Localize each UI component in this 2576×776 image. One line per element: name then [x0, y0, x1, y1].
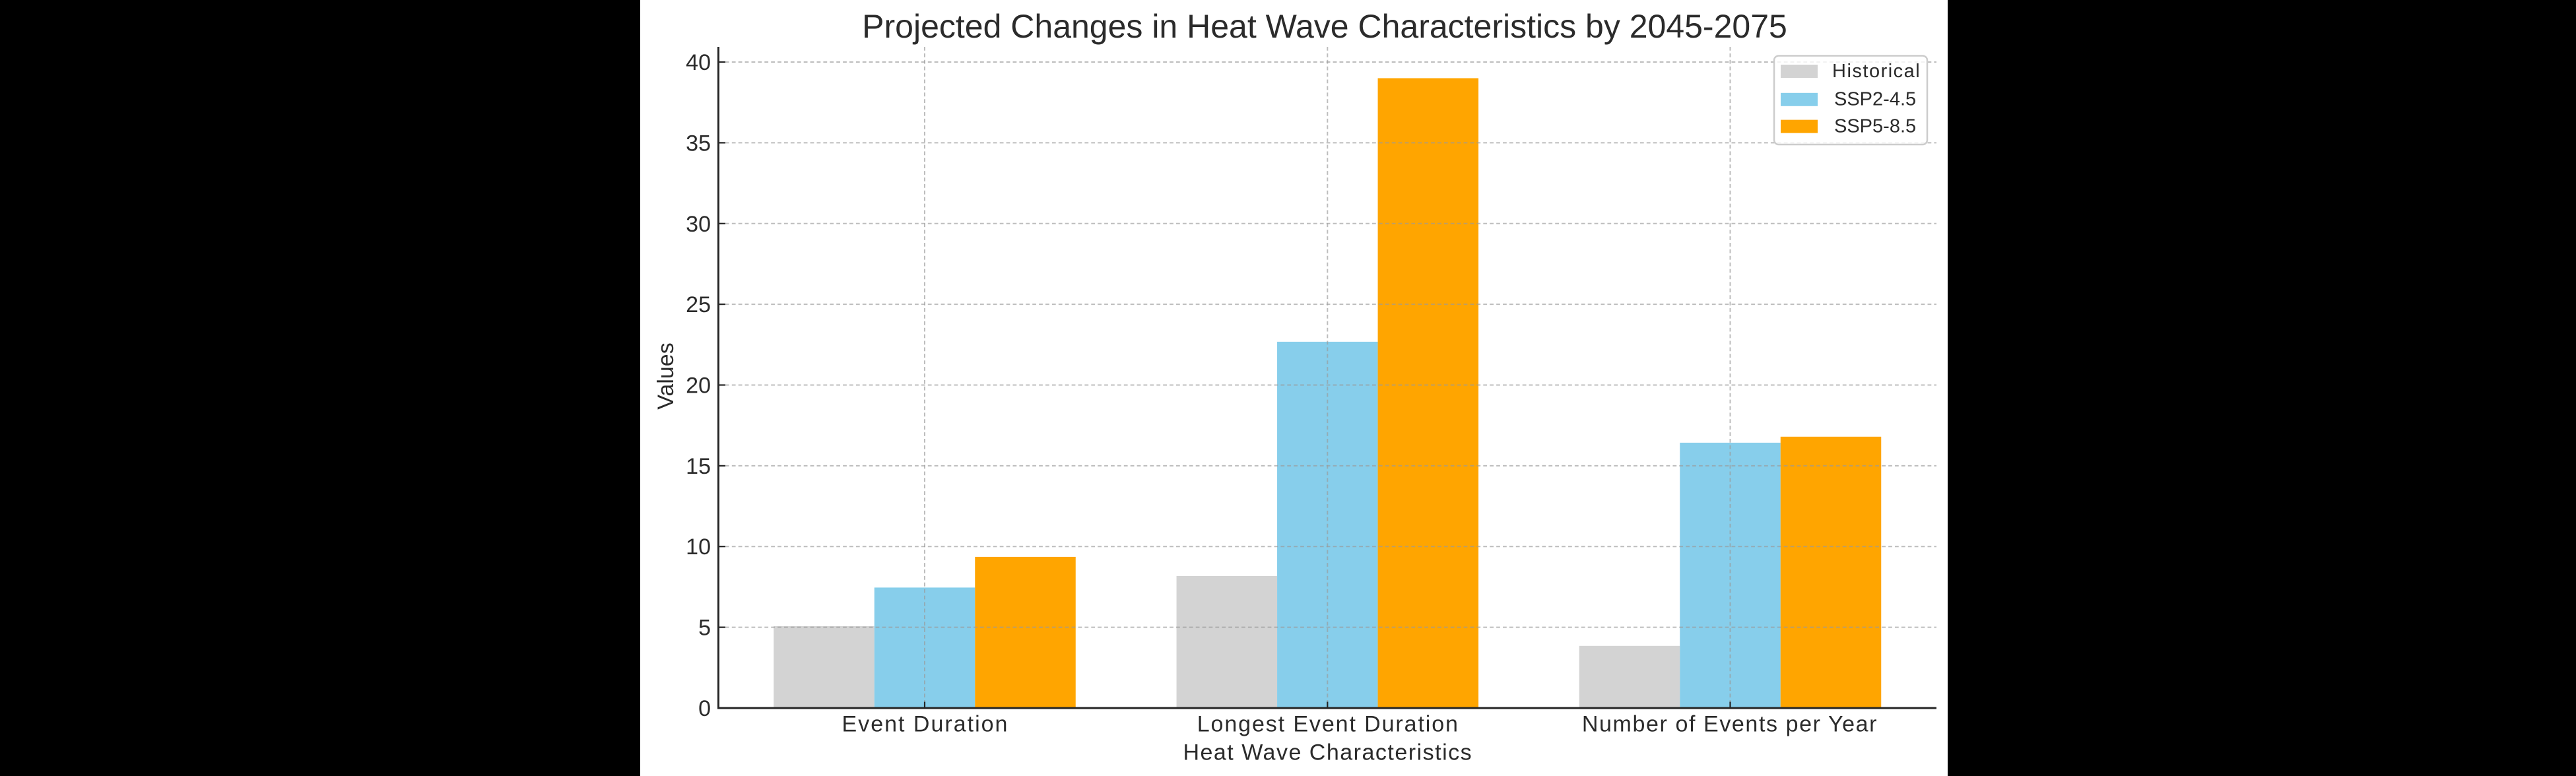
svg-text:Longest Event Duration: Longest Event Duration — [1197, 712, 1459, 737]
svg-text:30: 30 — [686, 212, 711, 237]
svg-text:15: 15 — [686, 454, 711, 479]
svg-text:20: 20 — [686, 373, 711, 399]
svg-text:25: 25 — [686, 292, 711, 317]
svg-text:0: 0 — [698, 696, 711, 721]
svg-text:5: 5 — [698, 616, 711, 641]
svg-text:40: 40 — [686, 50, 711, 75]
svg-text:Number of Events per Year: Number of Events per Year — [1582, 712, 1878, 737]
svg-text:Heat Wave Characteristics: Heat Wave Characteristics — [1183, 740, 1472, 765]
svg-text:35: 35 — [686, 131, 711, 156]
svg-text:Event Duration: Event Duration — [842, 712, 1009, 737]
svg-text:10: 10 — [686, 534, 711, 560]
svg-text:Values: Values — [653, 342, 678, 409]
svg-text:SSP2-4.5: SSP2-4.5 — [1834, 89, 1916, 110]
svg-text:Projected Changes in Heat Wave: Projected Changes in Heat Wave Character… — [862, 8, 1787, 45]
svg-text:Historical: Historical — [1832, 61, 1921, 82]
svg-text:SSP5-8.5: SSP5-8.5 — [1834, 115, 1916, 137]
